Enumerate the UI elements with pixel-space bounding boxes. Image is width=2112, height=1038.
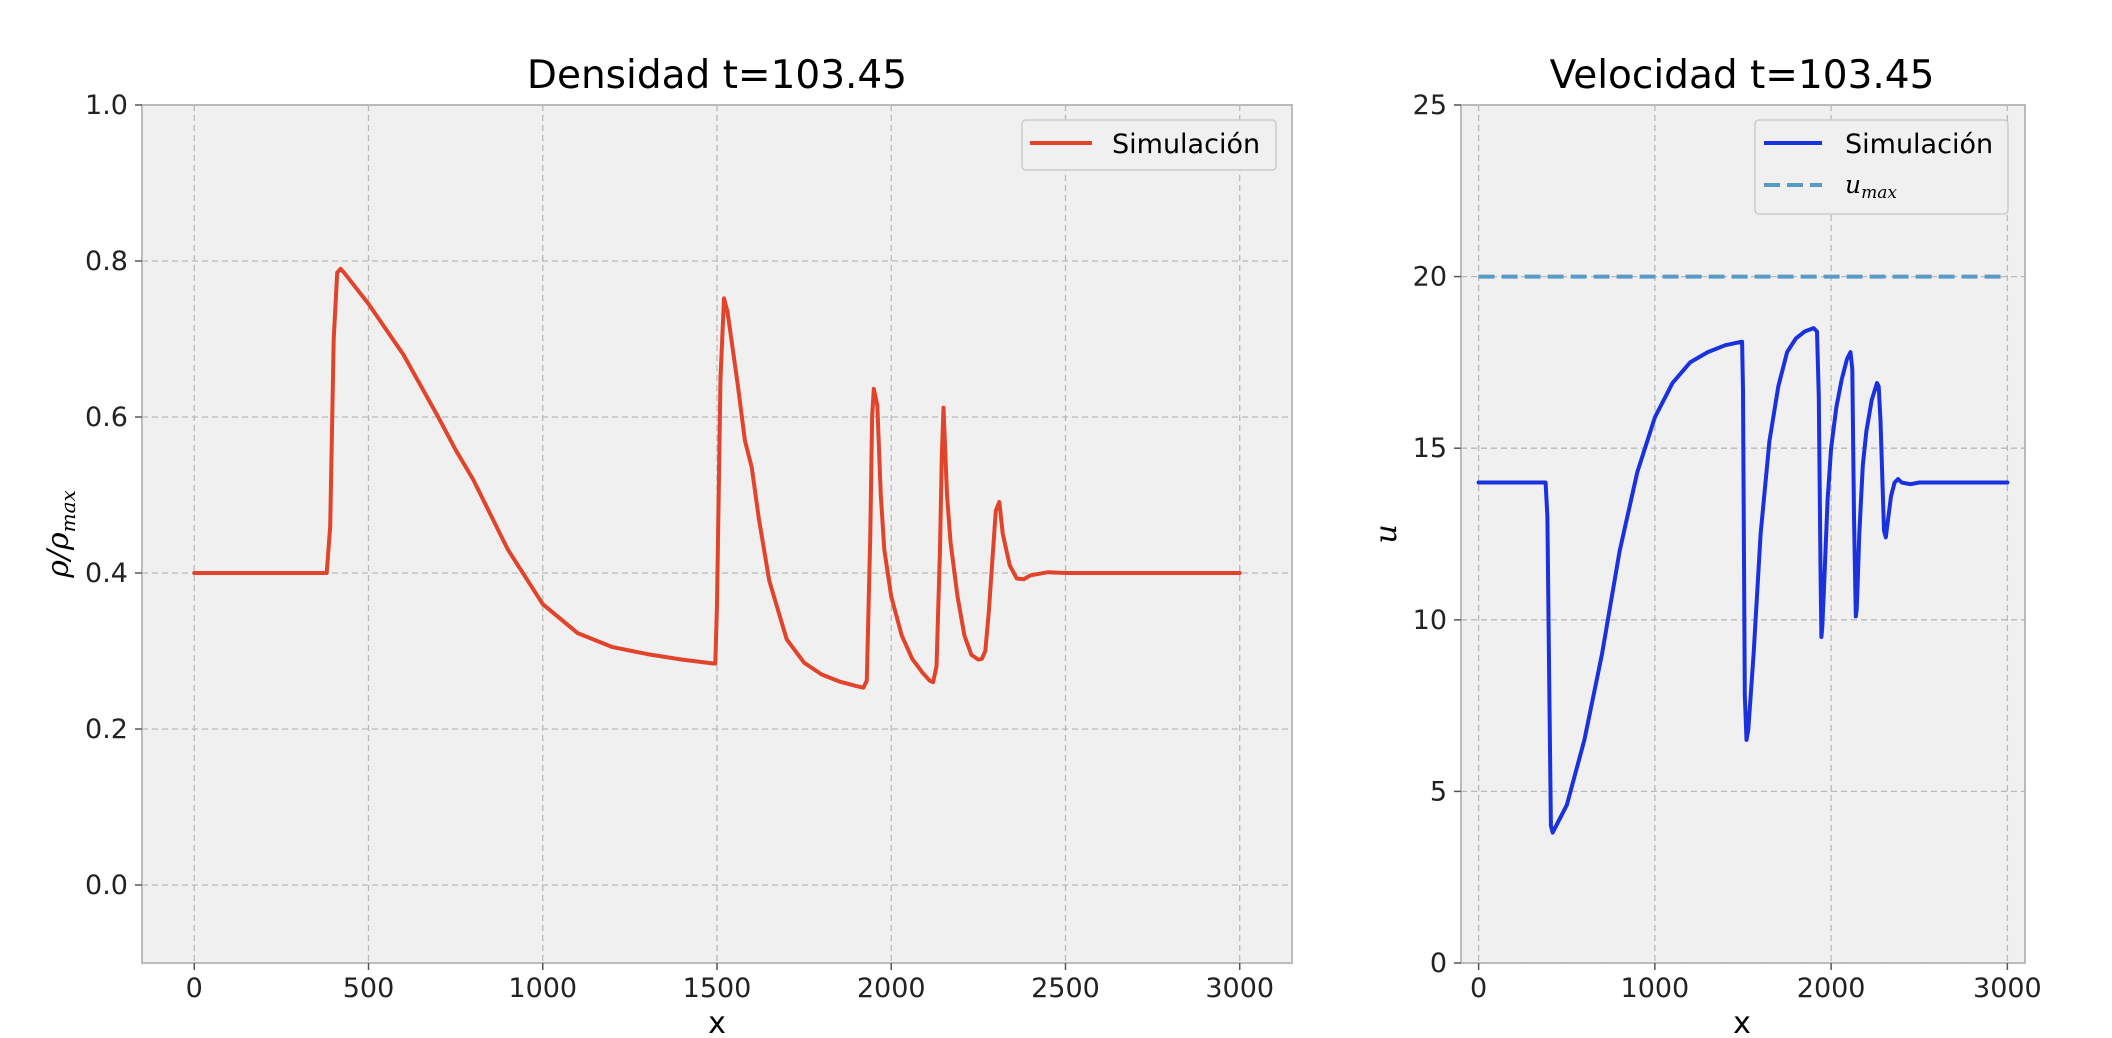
velocity-x-axis-label: x [1733,1006,1751,1038]
density-y-tick-label: 0.6 [85,402,128,433]
density-chart: Densidad t=103.45 0 500 1000 1500 2000 2500 30… [41,53,1293,1038]
velocity-y-tick-label: 5 [1430,776,1447,807]
density-y-axis-label: ρ/ρmax [41,490,80,579]
velocity-legend-label-umax: umax [1845,170,1897,203]
density-x-tick-label: 2500 [1031,973,1100,1004]
velocity-y-tick-label: 0 [1430,948,1447,979]
density-legend-box [1021,119,1277,171]
velocity-x-tick-label: 3000 [1973,973,2042,1004]
density-x-ticks: 0 500 1000 1500 2000 2500 3000 [186,963,1274,1004]
velocity-chart: Velocidad t=103.45 0 1000 2000 3000 0 5 10 15 2… [1369,53,2042,1038]
velocity-y-tick-label: 15 [1413,433,1447,464]
velocity-y-axis-label: u [1369,524,1404,543]
velocity-x-tick-label: 2000 [1797,973,1866,1004]
velocity-x-ticks: 0 1000 2000 3000 [1470,963,2042,1004]
density-y-tick-label: 0.8 [85,246,128,277]
density-series-line-simulation [192,266,1242,690]
density-x-tick-label: 1500 [683,973,752,1004]
density-y-tick-label: 1.0 [85,90,128,121]
density-x-tick-label: 3000 [1205,973,1274,1004]
velocity-grid [1461,104,2025,964]
density-x-axis-label: x [708,1006,726,1038]
density-series [192,266,1242,690]
velocity-legend: Simulación umax [1754,119,2009,215]
density-y-axis-label-sub: max [56,490,80,532]
density-x-tick-label: 0 [186,973,203,1004]
velocity-x-tick-label: 1000 [1621,973,1690,1004]
velocity-chart-title: Velocidad t=103.45 [1550,53,1935,98]
density-y-tick-label: 0.0 [85,870,128,901]
velocity-legend-label-sim: Simulación [1845,129,1993,160]
density-x-tick-label: 500 [343,973,395,1004]
density-legend: Simulación [1021,119,1277,171]
velocity-series-line-simulation [1476,326,2010,835]
density-y-axis-label-main: ρ/ρ [41,532,76,579]
velocity-x-tick-label: 0 [1470,973,1487,1004]
velocity-series [1476,274,2010,835]
density-legend-label: Simulación [1112,129,1260,160]
density-y-ticks: 0.0 0.2 0.4 0.6 0.8 1.0 [85,90,142,901]
density-y-tick-label: 0.4 [85,558,128,589]
density-chart-title: Densidad t=103.45 [527,53,907,98]
velocity-legend-umax-main: u [1845,170,1861,199]
density-y-tick-label: 0.2 [85,714,128,745]
velocity-legend-umax-sub: max [1861,183,1897,203]
velocity-y-tick-label: 25 [1413,90,1447,121]
velocity-y-tick-label: 10 [1413,605,1447,636]
velocity-y-tick-label: 20 [1413,262,1447,293]
velocity-y-ticks: 0 5 10 15 20 25 [1413,90,1461,979]
density-x-tick-label: 2000 [857,973,926,1004]
density-x-tick-label: 1000 [508,973,577,1004]
